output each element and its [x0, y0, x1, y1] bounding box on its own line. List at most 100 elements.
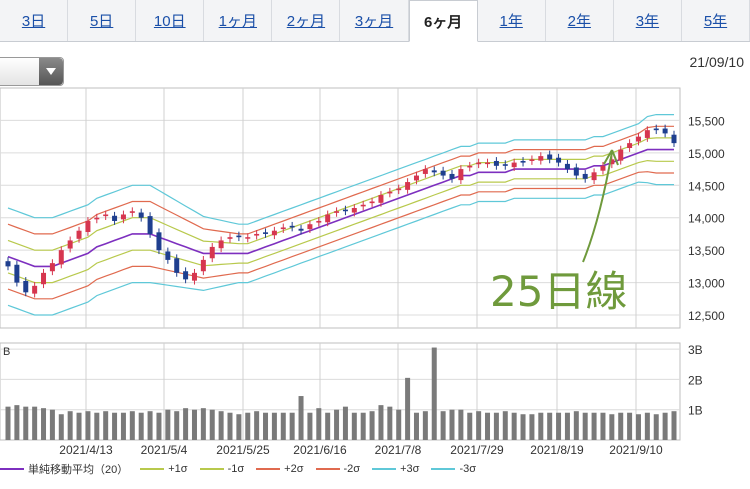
candle-body [538, 156, 544, 161]
candle-body [165, 251, 171, 260]
volume-tick-label: 1B [688, 404, 703, 418]
volume-bar [387, 406, 393, 440]
tab-6[interactable]: 6ヶ月 [408, 0, 478, 42]
x-tick-label: 2021/9/10 [609, 443, 663, 457]
price-tick-label: 14,500 [688, 179, 725, 193]
candle-body [307, 224, 313, 230]
candle-body [112, 215, 118, 221]
legend-swatch [140, 468, 165, 470]
tab-4[interactable]: 2ヶ月 [272, 0, 341, 41]
x-tick-label: 2021/5/4 [141, 443, 188, 457]
volume-bar [449, 409, 455, 440]
candle-body [49, 263, 55, 272]
minus-2-sigma-line [7, 171, 674, 300]
volume-bar [342, 406, 348, 440]
volume-bar [49, 409, 55, 440]
minus-1-sigma-line [7, 159, 674, 284]
price-tick-label: 13,000 [688, 277, 725, 291]
volume-bar [94, 412, 100, 440]
candle-body [573, 167, 579, 176]
volume-bar [245, 412, 251, 440]
price-tick-label: 12,500 [688, 309, 725, 323]
volume-bar [396, 409, 402, 440]
volume-bar [129, 411, 135, 440]
price-tick-label: 13,500 [688, 244, 725, 258]
tab-3[interactable]: 1ヶ月 [204, 0, 273, 41]
candle-body [334, 211, 340, 213]
tab-5[interactable]: 3ヶ月 [340, 0, 409, 41]
candle-body [209, 246, 215, 259]
candle-body [618, 149, 624, 161]
candle-body [254, 233, 260, 236]
legend-label: 単純移動平均（20） [28, 464, 129, 476]
volume-unit-label: B [3, 346, 10, 358]
volume-bar [564, 412, 570, 440]
x-tick-label: 2021/4/13 [59, 443, 113, 457]
volume-bar [138, 412, 144, 440]
candle-body [485, 162, 491, 165]
volume-bar [476, 411, 482, 440]
x-tick-label: 2021/8/19 [530, 443, 584, 457]
volume-bar [573, 411, 579, 440]
dropdown-button[interactable] [39, 58, 63, 85]
candle-body [5, 261, 11, 267]
tab-7[interactable]: 1年 [478, 0, 546, 41]
candle-body [493, 160, 499, 166]
candle-body [342, 209, 348, 212]
candle-body [547, 154, 553, 160]
volume-bar [183, 408, 189, 440]
volume-bar [41, 408, 47, 440]
legend-item: +1σ [140, 463, 188, 475]
legend-swatch [431, 468, 456, 470]
candle-body [174, 258, 180, 273]
price-tick-label: 14,000 [688, 212, 725, 226]
candle-body [422, 169, 428, 174]
candle-body [387, 191, 393, 194]
volume-bar [618, 412, 624, 440]
legend-swatch [199, 468, 224, 470]
legend-label: +3σ [400, 463, 420, 475]
legend-label: -3σ [459, 463, 477, 475]
legend-label: +2σ [284, 463, 304, 475]
volume-bar [493, 412, 499, 440]
volume-bar [325, 412, 331, 440]
volume-bar [405, 377, 411, 440]
legend-item: +3σ [372, 463, 419, 475]
legend-item: -3σ [431, 463, 476, 475]
volume-bar [644, 412, 650, 440]
candle-body [218, 240, 224, 249]
volume-bar [609, 414, 615, 440]
tab-8[interactable]: 2年 [546, 0, 614, 41]
chart-type-dropdown[interactable] [0, 57, 64, 86]
candle-body [351, 208, 357, 213]
candle-body [32, 285, 38, 294]
tab-1[interactable]: 5日 [68, 0, 137, 41]
volume-bar [458, 409, 464, 440]
volume-bar [120, 412, 126, 440]
volume-bar [627, 412, 633, 440]
candle-body [662, 128, 668, 134]
volume-bar [156, 412, 162, 440]
candle-body [129, 211, 135, 213]
candle-body [556, 157, 562, 163]
tab-9[interactable]: 3年 [614, 0, 682, 41]
candle-body [67, 240, 73, 249]
volume-bar [334, 409, 340, 440]
candle-body [147, 216, 153, 234]
legend-label: +1σ [168, 463, 188, 475]
candle-body [476, 162, 482, 165]
candle-body [191, 272, 197, 281]
candle-body [369, 201, 375, 204]
volume-bar [360, 412, 366, 440]
volume-bar [662, 412, 668, 440]
candle-body [23, 280, 29, 293]
volume-bar [14, 405, 20, 440]
candle-body [156, 232, 162, 251]
volume-bar [112, 412, 118, 440]
candle-body [378, 195, 384, 203]
volume-bar [32, 406, 38, 440]
tab-2[interactable]: 10日 [136, 0, 205, 41]
tab-0[interactable]: 3日 [0, 0, 69, 41]
annotation-arrow [582, 151, 613, 263]
plus-3-sigma-line [7, 113, 674, 225]
